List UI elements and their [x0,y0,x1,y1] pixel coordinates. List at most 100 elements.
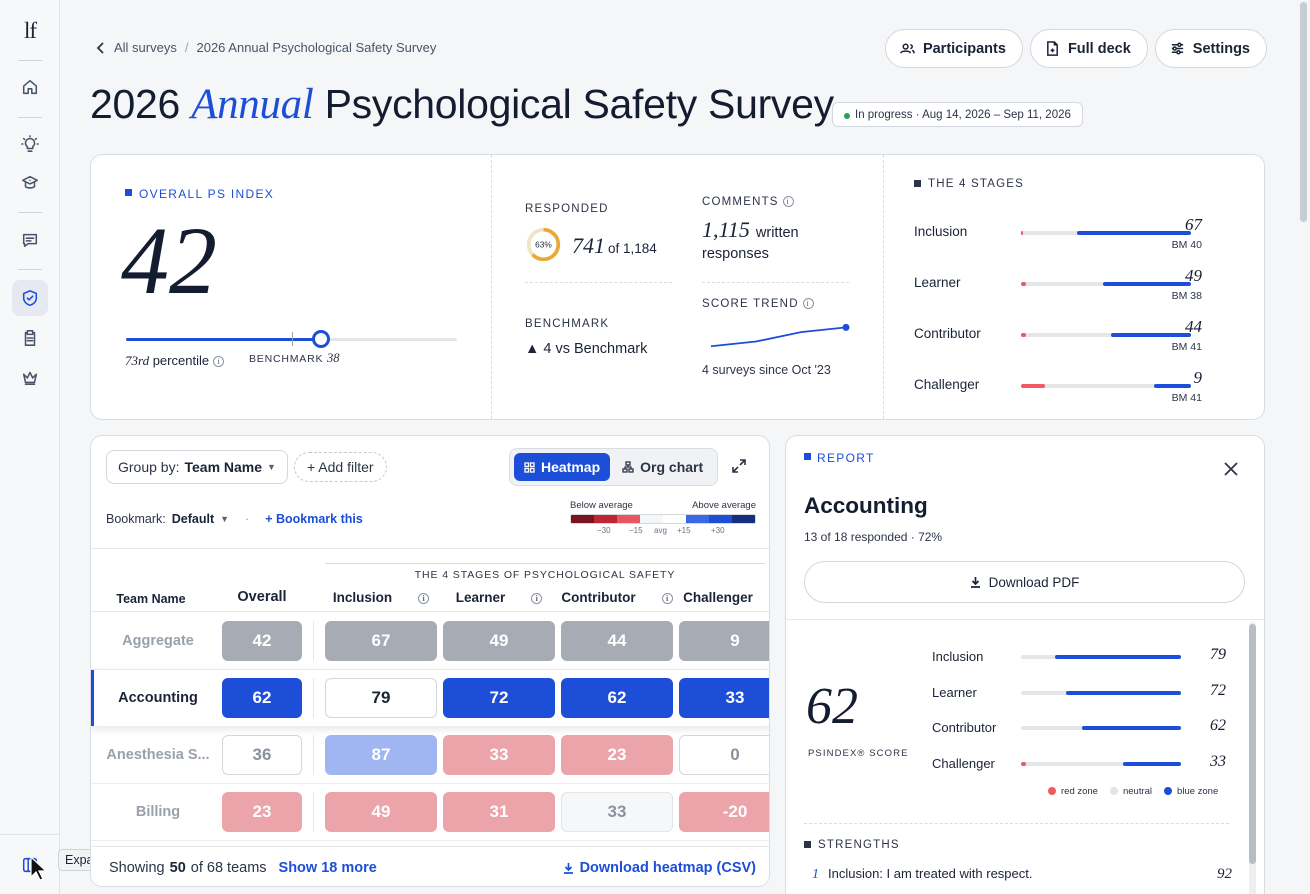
sidebar-divider [18,269,42,270]
stages-header: THE 4 STAGES OF PSYCHOLOGICAL SAFETY [325,563,765,581]
expand-icon[interactable] [731,458,747,474]
mouse-cursor-icon [30,856,48,881]
heatmap-row[interactable]: Billing 23 49 31 33 -20 [91,784,769,841]
report-stage-name: Contributor [932,720,997,735]
sidebar-item-surveys[interactable] [12,320,48,356]
sidebar-item-leadership[interactable] [12,359,48,395]
bookmark-select[interactable]: Default [171,512,215,526]
close-icon[interactable] [1222,460,1240,478]
participants-label: Participants [922,40,1006,57]
legend-tick: +30 [711,526,725,535]
info-icon[interactable]: i [782,196,794,208]
report-stage-bar [1021,726,1181,730]
group-by-label: Group by: [118,459,180,475]
caret-down-icon: ▼ [267,462,276,472]
heatmap-cell[interactable]: 49 [325,792,437,832]
col-inclusion[interactable]: Inclusion i [325,590,437,605]
heatmap-cell[interactable]: 49 [443,621,555,661]
col-contributor[interactable]: Contributor i [561,590,673,605]
lightbulb-icon [21,135,39,152]
bookmark-this-link[interactable]: + Bookmark this [265,512,363,526]
message-icon [22,233,38,248]
info-icon[interactable]: i [418,592,430,604]
comments-text: written responses [702,225,799,262]
stage-name: Contributor [914,326,981,341]
legend-swatch [686,515,709,523]
download-pdf-button[interactable]: Download PDF [804,561,1245,603]
sidebar-item-psych-safety[interactable] [12,280,48,316]
sidebar-item-messages[interactable] [12,222,48,258]
heatmap-row[interactable]: Aggregate 42 67 49 44 9 [91,613,769,670]
benchmark-caption: BENCHMARK [249,353,324,365]
heatmap-cell[interactable]: 67 [325,621,437,661]
info-icon[interactable]: i [531,592,543,604]
graduation-icon [22,175,38,189]
stage-bar-negative [1021,231,1023,235]
heatmap-cell[interactable]: -20 [679,792,769,832]
chevron-left-icon[interactable] [96,41,106,54]
benchmark-label-2: BENCHMARK [525,318,610,330]
col-learner[interactable]: Learner i [443,590,555,605]
heatmap-cell[interactable]: 33 [679,678,769,718]
heatmap-cell[interactable]: 31 [443,792,555,832]
app-logo[interactable]: lf [23,18,37,43]
heatmap-cell[interactable]: 42 [222,621,302,661]
heatmap-view-button[interactable]: Heatmap [514,453,611,481]
report-stage-name: Challenger [932,755,995,771]
report-stage-bar [1021,655,1181,659]
info-icon[interactable]: i [661,592,673,604]
column-divider [313,792,314,832]
heatmap-cell[interactable]: 62 [222,678,302,718]
stage-bar [1021,384,1191,388]
info-icon[interactable]: i [802,298,814,310]
heatmap-cell[interactable]: 23 [222,792,302,832]
report-stage-score: 33 [1210,752,1226,770]
clipboard-icon [24,330,36,346]
heatmap-cell[interactable]: 33 [443,735,555,775]
heatmap-cell[interactable]: 62 [561,678,673,718]
stage-bar-positive [1081,726,1181,730]
scrollbar-thumb[interactable] [1300,2,1307,222]
heatmap-cell[interactable]: 72 [443,678,555,718]
zone-blue: blue zone [1164,786,1218,797]
page-title: 2026 Annual Psychological Safety Survey [90,80,834,129]
legend-color-strip [570,514,756,524]
col-challenger[interactable]: Challenger [683,590,753,605]
heatmap-cell[interactable]: 44 [561,621,673,661]
info-icon[interactable]: i [213,356,225,368]
heatmap-row[interactable]: Anesthesia S... 36 87 33 23 0 [91,727,769,784]
full-deck-button[interactable]: Full deck [1029,29,1148,68]
org-chart-view-button[interactable]: Org chart [612,453,713,481]
stage-bar-positive [1065,690,1181,695]
participants-button[interactable]: Participants [884,29,1023,68]
col-overall[interactable]: Overall [237,589,287,605]
stage-benchmark: BM 41 [1171,392,1202,404]
sidebar-item-insights[interactable] [12,126,48,162]
heatmap-cell[interactable]: 9 [679,621,769,661]
heatmap-cell[interactable]: 23 [561,735,673,775]
breadcrumb-all-surveys[interactable]: All surveys [114,40,177,55]
sidebar-item-learning[interactable] [12,165,48,201]
col-team-name[interactable]: Team Name [116,592,186,606]
settings-button[interactable]: Settings [1154,29,1267,68]
heatmap-cell[interactable]: 33 [561,792,673,832]
legend-above: Above average [692,500,756,511]
report-stage-name: Inclusion [932,649,984,664]
group-by-select[interactable]: Group by: Team Name ▼ [106,450,288,484]
scrollbar-thumb[interactable] [1249,624,1256,864]
responded-number: 741 [572,233,605,258]
report-scrollbar[interactable] [1249,622,1256,894]
page-scrollbar[interactable] [1297,0,1310,894]
trend-line [710,326,847,348]
add-filter-button[interactable]: + Add filter [294,452,387,482]
sidebar-item-home[interactable] [12,69,48,105]
download-heatmap-link[interactable]: Download heatmap (CSV) [563,860,756,876]
heatmap-cell[interactable]: 0 [679,735,769,775]
heatmap-cell[interactable]: 87 [325,735,437,775]
heatmap-row[interactable]: Accounting 62 79 72 62 33 [91,670,769,727]
heatmap-cell[interactable]: 79 [325,678,437,718]
show-more-link[interactable]: Show 18 more [278,859,377,876]
responded-total: of 1,184 [608,241,657,256]
trend-caption: SCORE TREND [702,298,799,310]
heatmap-cell[interactable]: 36 [222,735,302,775]
